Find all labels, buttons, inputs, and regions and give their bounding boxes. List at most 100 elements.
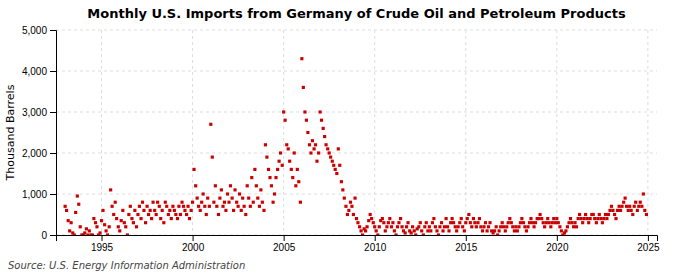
point	[592, 213, 595, 216]
point	[179, 213, 182, 216]
point	[608, 209, 611, 212]
point	[130, 217, 133, 220]
point	[67, 219, 70, 222]
point	[475, 225, 478, 228]
point	[384, 229, 387, 232]
point	[595, 221, 598, 224]
point	[144, 221, 147, 224]
point	[103, 223, 106, 226]
point	[598, 213, 601, 216]
point	[162, 221, 165, 224]
point	[291, 176, 294, 179]
point	[636, 209, 639, 212]
x-tick-label: 2025	[637, 242, 660, 253]
point	[253, 168, 256, 171]
y-tick-label: 3,000	[22, 107, 47, 118]
point	[129, 205, 132, 208]
point	[262, 209, 265, 212]
y-tick-label: 1,000	[22, 189, 47, 200]
point	[264, 143, 267, 146]
point	[454, 225, 457, 228]
point	[549, 225, 552, 228]
point	[258, 205, 261, 208]
point	[305, 119, 308, 122]
chart-container: 199520002005201020152020202501,0002,0003…	[0, 0, 675, 275]
point	[237, 205, 240, 208]
point	[532, 225, 535, 228]
point	[381, 217, 384, 220]
point	[192, 168, 195, 171]
point	[369, 213, 372, 216]
x-tick-label: 2020	[546, 242, 569, 253]
point	[479, 225, 482, 228]
y-grid-line	[56, 194, 657, 195]
point	[94, 221, 97, 224]
x-grid-line	[647, 30, 648, 235]
point	[438, 225, 441, 228]
point	[452, 221, 455, 224]
x-tick-mark	[648, 235, 649, 241]
point	[173, 209, 176, 212]
point	[149, 209, 152, 212]
point	[147, 213, 150, 216]
point	[290, 168, 293, 171]
point	[543, 225, 546, 228]
point	[570, 221, 573, 224]
point	[79, 225, 82, 228]
point	[441, 229, 444, 232]
point	[105, 229, 108, 232]
point	[596, 217, 599, 220]
point	[575, 225, 578, 228]
point	[510, 221, 513, 224]
point	[120, 219, 123, 222]
point	[145, 205, 148, 208]
point	[349, 201, 352, 204]
point	[640, 205, 643, 208]
point	[554, 221, 557, 224]
point	[393, 229, 396, 232]
point	[440, 221, 443, 224]
point	[531, 221, 534, 224]
point	[323, 135, 326, 138]
point	[434, 225, 437, 228]
point	[502, 225, 505, 228]
y-tick-label: 0	[41, 230, 47, 241]
point	[272, 201, 275, 204]
point	[135, 225, 138, 228]
point	[519, 221, 522, 224]
point	[138, 205, 141, 208]
point	[400, 225, 403, 228]
point	[224, 209, 227, 212]
point	[161, 209, 164, 212]
point	[241, 197, 244, 200]
point	[191, 201, 194, 204]
point	[375, 229, 378, 232]
point	[431, 221, 434, 224]
y-tick: 2,000	[22, 148, 56, 159]
x-tick-mark	[375, 235, 376, 241]
point	[65, 209, 68, 212]
point	[274, 176, 277, 179]
point	[619, 209, 622, 212]
point	[504, 229, 507, 232]
point	[458, 221, 461, 224]
point	[577, 217, 580, 220]
point	[91, 233, 94, 235]
y-tick-label: 4,000	[22, 66, 47, 77]
point	[540, 217, 543, 220]
point	[425, 221, 428, 224]
point	[499, 225, 502, 228]
point	[482, 225, 485, 228]
point	[624, 197, 627, 200]
point	[287, 147, 290, 150]
point	[481, 229, 484, 232]
point	[268, 176, 271, 179]
point	[133, 209, 136, 212]
point	[367, 219, 370, 222]
point	[631, 213, 634, 216]
point	[493, 229, 496, 232]
point	[516, 229, 519, 232]
point	[394, 233, 397, 235]
point	[320, 119, 323, 122]
point	[217, 213, 220, 216]
